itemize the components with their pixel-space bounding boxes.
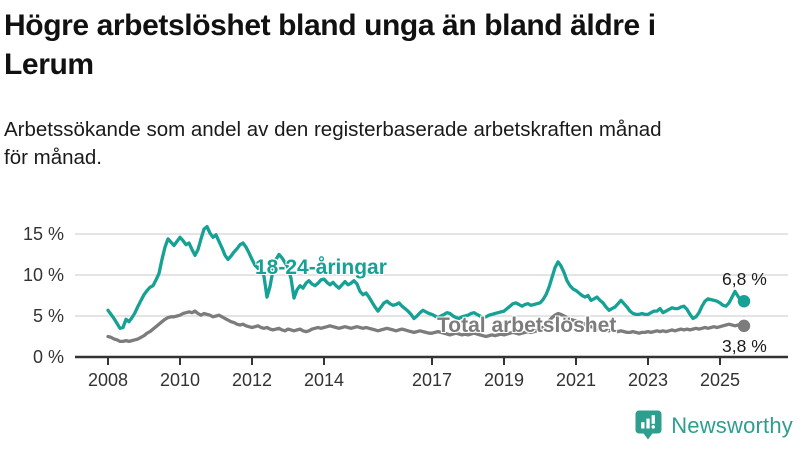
newsworthy-logo[interactable]: Newsworthy (635, 410, 793, 441)
svg-text:10 %: 10 % (23, 265, 64, 285)
svg-text:2010: 2010 (160, 370, 200, 390)
svg-text:2019: 2019 (484, 370, 524, 390)
page-title: Högre arbetslöshet bland unga än bland ä… (4, 9, 656, 81)
svg-text:2025: 2025 (700, 370, 740, 390)
svg-text:2023: 2023 (628, 370, 668, 390)
svg-text:2012: 2012 (232, 370, 272, 390)
svg-text:5 %: 5 % (33, 306, 64, 326)
series-label-youth: 18-24-åringar (255, 256, 387, 279)
series-label-total: Total arbetslöshet (437, 314, 617, 337)
page-subtitle: Arbetssökande som andel av den registerb… (4, 118, 662, 169)
svg-text:2017: 2017 (412, 370, 452, 390)
svg-text:0 %: 0 % (33, 347, 64, 367)
svg-text:15 %: 15 % (23, 224, 64, 244)
newsworthy-icon (635, 410, 662, 440)
end-value-total: 3,8 % (722, 336, 767, 356)
svg-text:2008: 2008 (88, 370, 128, 390)
svg-text:2021: 2021 (556, 370, 596, 390)
end-value-youth: 6,8 % (722, 269, 767, 289)
svg-text:2014: 2014 (304, 370, 344, 390)
newsworthy-wordmark: Newsworthy (671, 412, 793, 438)
